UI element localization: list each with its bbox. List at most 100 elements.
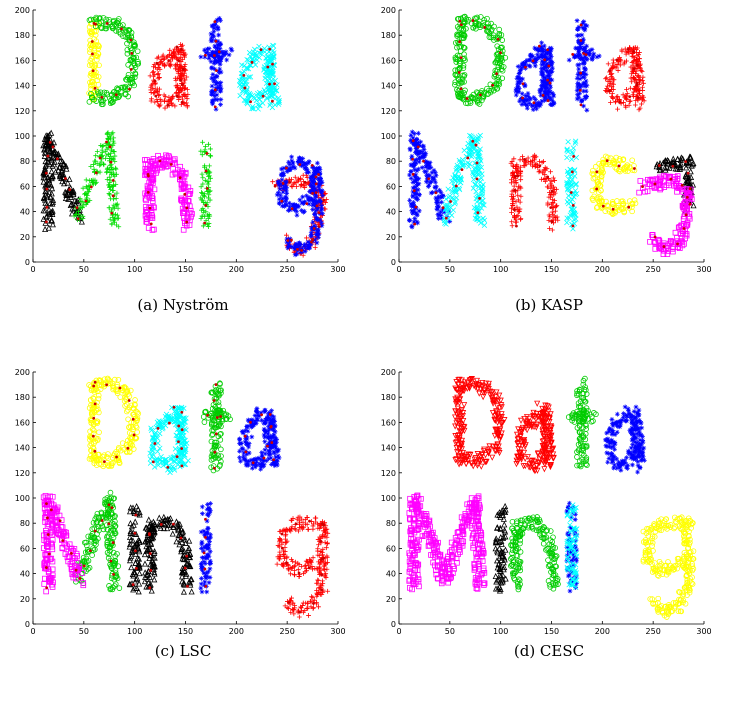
center-point (595, 188, 598, 191)
data-point (183, 462, 188, 467)
center-point (684, 160, 687, 163)
data-point (576, 67, 581, 72)
y-tick-label: 80 (386, 157, 396, 166)
data-point (633, 201, 638, 206)
data-point (641, 75, 646, 80)
data-point (610, 95, 615, 100)
data-point (605, 84, 610, 89)
x-tick-label: 150 (544, 265, 559, 274)
data-point (93, 153, 98, 158)
data-point (245, 424, 250, 429)
data-point (606, 61, 611, 66)
data-point (200, 175, 205, 180)
data-point (313, 212, 318, 217)
center-point (181, 101, 184, 104)
data-point (513, 220, 518, 225)
center-point (499, 51, 502, 54)
y-tick-label: 160 (381, 56, 396, 65)
data-point (295, 213, 300, 218)
data-point (630, 54, 635, 59)
data-point (208, 147, 213, 152)
x-tick-label: 150 (178, 265, 193, 274)
data-point (218, 46, 223, 51)
data-point (116, 377, 121, 382)
center-point (268, 83, 271, 86)
center-point (311, 164, 314, 167)
data-point (294, 252, 299, 257)
y-tick-label: 120 (15, 107, 30, 116)
data-point (84, 196, 89, 201)
center-point (686, 196, 689, 199)
data-point (209, 439, 214, 444)
center-point (312, 238, 315, 241)
data-point (320, 180, 325, 185)
data-point (628, 86, 633, 91)
center-point (550, 220, 553, 223)
data-point (584, 108, 589, 113)
center-point (546, 176, 549, 179)
data-point (259, 463, 264, 468)
center-point (514, 189, 517, 192)
center-point (214, 88, 217, 91)
data-point (238, 93, 243, 98)
data-point (151, 69, 156, 74)
data-point (67, 177, 72, 182)
data-point (211, 98, 216, 103)
data-point (237, 455, 242, 460)
center-point (641, 185, 644, 188)
data-point (301, 201, 306, 206)
center-point (612, 208, 615, 211)
center-point (317, 173, 320, 176)
center-point (110, 161, 113, 164)
data-point (294, 184, 299, 189)
center-point (185, 207, 188, 210)
data-point (283, 194, 288, 199)
center-point (46, 155, 49, 158)
center-point (268, 48, 271, 51)
center-point (476, 177, 479, 180)
center-point (580, 103, 583, 106)
data-point (630, 158, 635, 163)
data-point (135, 49, 140, 54)
center-point (618, 165, 621, 168)
center-point (461, 168, 464, 171)
center-point (628, 95, 631, 98)
center-point (213, 20, 216, 23)
center-point (689, 187, 692, 190)
center-point (483, 26, 486, 29)
data-point (218, 42, 223, 47)
data-point (411, 200, 416, 205)
x-tick-label: 0 (30, 265, 35, 274)
data-point (213, 45, 218, 50)
data-point (82, 192, 87, 197)
data-point (515, 193, 520, 198)
data-point (303, 166, 308, 171)
data-point (218, 447, 223, 452)
data-point (417, 192, 422, 197)
data-point (246, 445, 251, 450)
data-point (310, 207, 315, 212)
data-point (565, 155, 570, 160)
center-point (514, 175, 517, 178)
data-point (515, 76, 520, 81)
data-point (518, 217, 523, 222)
data-point (548, 85, 553, 90)
center-point (215, 69, 218, 72)
center-point (90, 186, 93, 189)
center-point (56, 157, 59, 160)
data-point (110, 130, 115, 135)
center-point (115, 93, 118, 96)
data-point (512, 213, 517, 218)
center-point (606, 159, 609, 162)
data-point (633, 103, 638, 108)
data-point (297, 155, 302, 160)
center-point (218, 50, 221, 53)
center-point (479, 94, 482, 97)
data-point (79, 219, 84, 224)
center-point (547, 99, 550, 102)
center-point (580, 24, 583, 27)
x-tick-label: 300 (330, 265, 345, 274)
y-tick-label: 100 (381, 132, 396, 141)
center-point (585, 53, 588, 56)
y-tick-label: 120 (381, 107, 396, 116)
